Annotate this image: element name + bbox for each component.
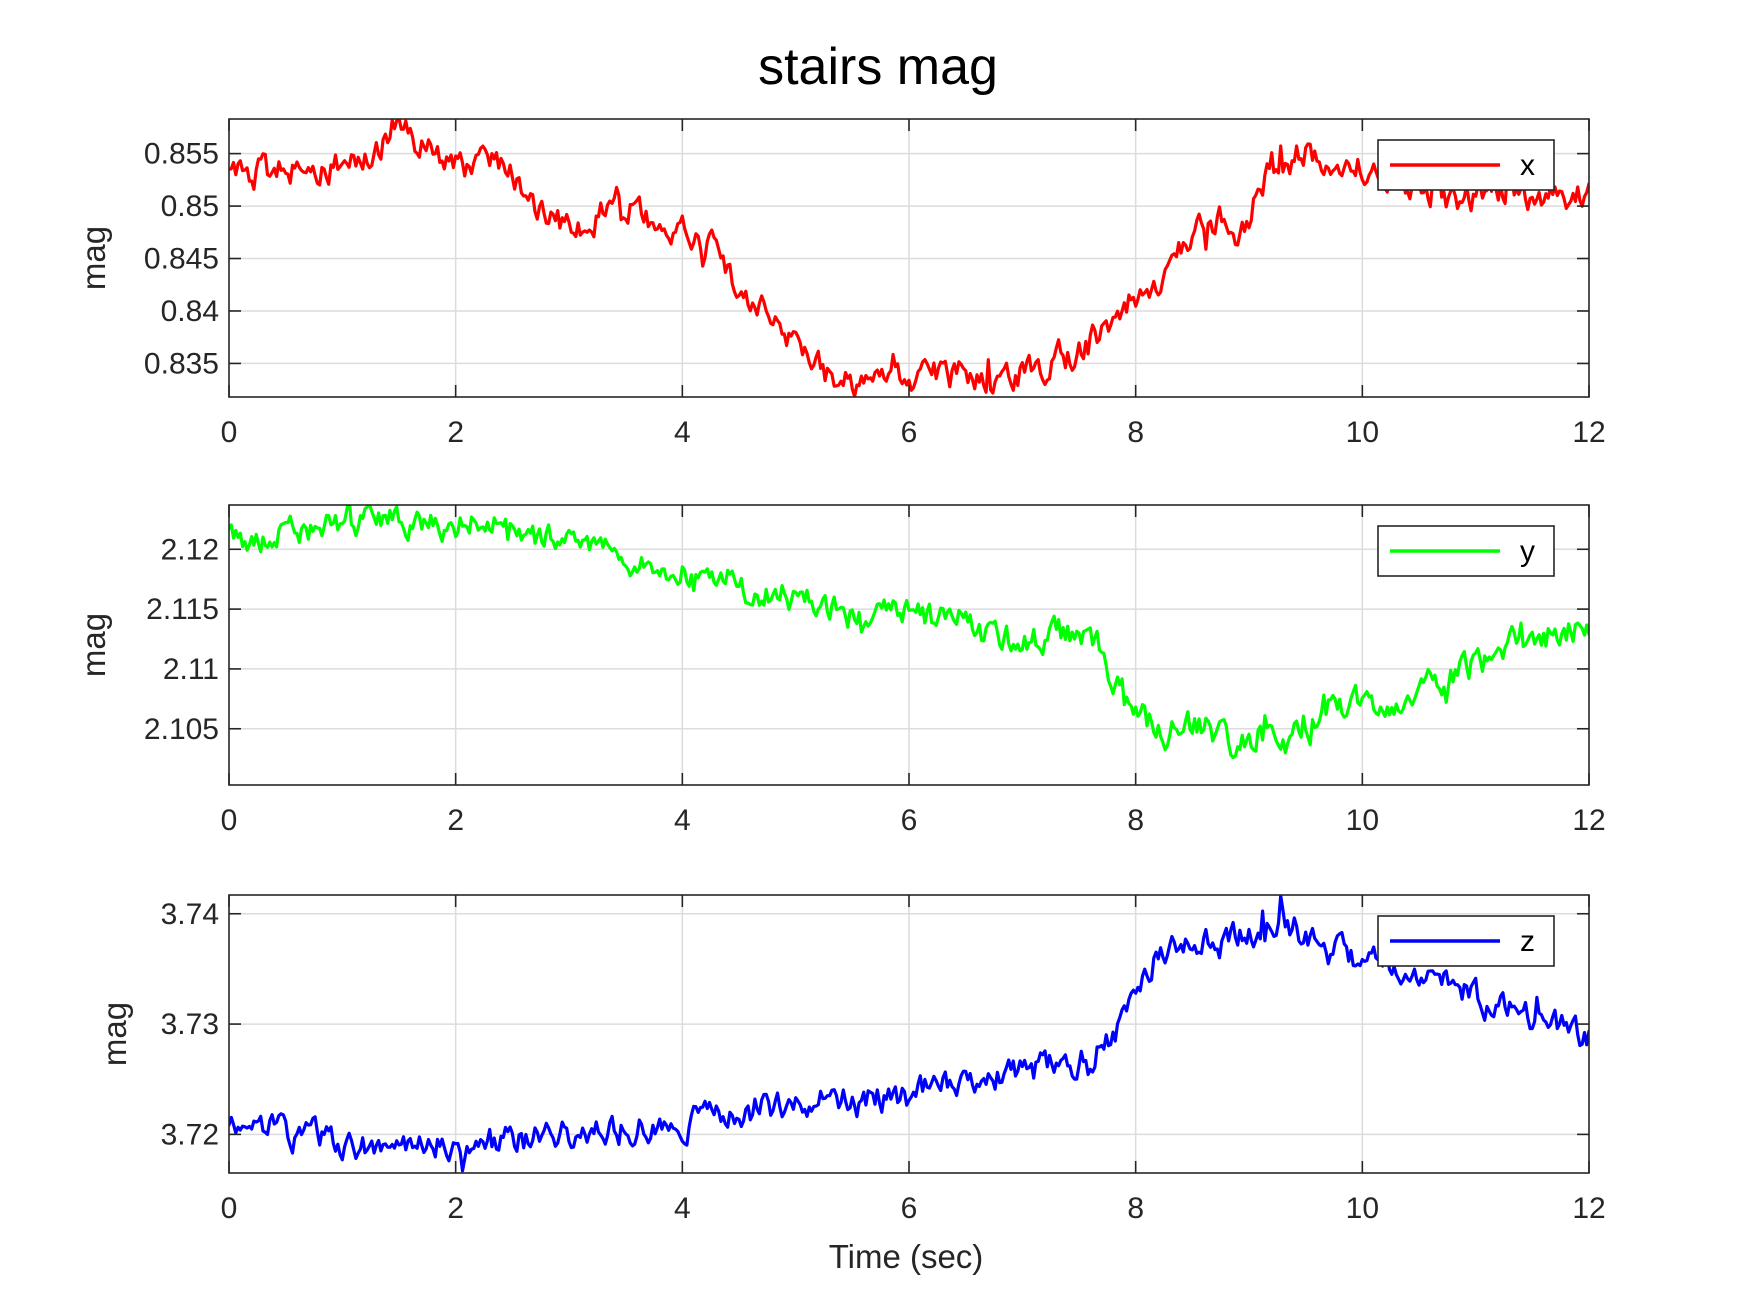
subplot-1: 0 2 4 6 8 10 12 0.835 0.84 0.845 0.85 0.855 mag x — [75, 118, 1606, 449]
series-line-y — [229, 505, 1589, 760]
series-line-z — [229, 895, 1589, 1173]
subplots: 0 2 4 6 8 10 12 0.835 0.84 0.845 0.85 0.855 mag x 0 2 4 6… — [75, 118, 1606, 1225]
subplot-3: 0 2 4 6 8 10 12 3.72 3.73 3.74 mag z — [96, 894, 1606, 1225]
x-tick-label: 2 — [447, 1192, 464, 1225]
x-tick-label: 0 — [221, 804, 238, 837]
x-tick-label: 12 — [1572, 416, 1605, 449]
x-tick-label: 0 — [221, 416, 238, 449]
legend-label: z — [1520, 925, 1535, 958]
legend-label: x — [1520, 149, 1535, 182]
figure-title: stairs mag — [758, 38, 998, 96]
y-axis-label: mag — [96, 1002, 133, 1066]
y-tick-label: 2.105 — [144, 713, 219, 746]
x-tick-label: 8 — [1127, 804, 1144, 837]
y-tick-label: 2.115 — [146, 593, 219, 626]
x-tick-label: 12 — [1572, 804, 1605, 837]
y-tick-label: 2.12 — [161, 533, 219, 566]
x-axis-label: Time (sec) — [829, 1238, 984, 1275]
legend: y — [1377, 525, 1555, 577]
grid — [229, 895, 1589, 1173]
series-line-x — [229, 119, 1589, 397]
y-tick-label: 0.835 — [144, 347, 219, 380]
x-tick-label: 8 — [1127, 1192, 1144, 1225]
y-tick-label: 0.84 — [161, 295, 219, 328]
legend: z — [1377, 915, 1555, 967]
subplot-2: 0 2 4 6 8 10 12 2.105 2.11 2.115 2.12 mag y — [75, 504, 1606, 837]
y-tick-label: 0.855 — [144, 138, 219, 171]
y-tick-label: 3.74 — [161, 898, 219, 931]
x-tick-label: 6 — [901, 416, 918, 449]
x-tick-label: 12 — [1572, 1192, 1605, 1225]
grid — [229, 119, 1589, 397]
y-axis-label: mag — [75, 613, 112, 677]
y-tick-label: 3.73 — [161, 1008, 219, 1041]
x-tick-label: 4 — [674, 416, 691, 449]
x-tick-label: 4 — [674, 804, 691, 837]
x-tick-label: 2 — [447, 416, 464, 449]
x-tick-label: 6 — [901, 804, 918, 837]
legend-label: y — [1520, 535, 1535, 568]
x-tick-label: 2 — [447, 804, 464, 837]
y-tick-label: 0.85 — [161, 190, 219, 223]
y-axis-label: mag — [75, 226, 112, 290]
legend: x — [1377, 139, 1555, 191]
x-tick-label: 8 — [1127, 416, 1144, 449]
x-tick-label: 0 — [221, 1192, 238, 1225]
x-tick-label: 6 — [901, 1192, 918, 1225]
x-tick-label: 10 — [1346, 1192, 1379, 1225]
y-tick-label: 2.11 — [163, 653, 219, 686]
y-tick-label: 0.845 — [144, 243, 219, 276]
y-tick-label: 3.72 — [161, 1118, 219, 1151]
x-tick-label: 10 — [1346, 416, 1379, 449]
x-tick-label: 10 — [1346, 804, 1379, 837]
x-tick-label: 4 — [674, 1192, 691, 1225]
